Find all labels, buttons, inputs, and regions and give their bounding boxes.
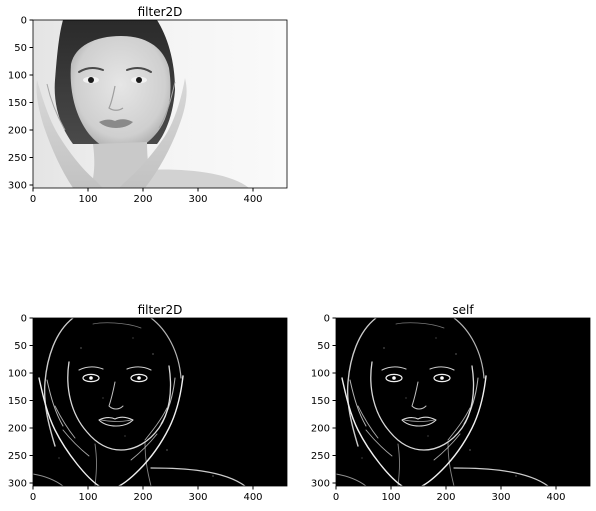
panel-original: filter2D xyxy=(8,5,288,205)
y-tick-label: 200 xyxy=(8,424,27,435)
x-tick-label: 0 xyxy=(30,194,36,205)
x-tick-label: 200 xyxy=(436,492,455,503)
y-tick-label: 250 xyxy=(311,451,330,462)
y-tick-label: 50 xyxy=(14,43,27,54)
panel-title: filter2D xyxy=(138,5,183,19)
y-tick-label: 200 xyxy=(8,126,27,137)
x-tick-label: 300 xyxy=(491,492,510,503)
x-axis: 0 100 200 300 400 xyxy=(30,188,263,205)
y-tick-label: 100 xyxy=(8,369,27,380)
x-tick-label: 100 xyxy=(78,492,97,503)
y-tick-label: 0 xyxy=(21,314,27,325)
panel-title: filter2D xyxy=(138,303,183,317)
y-tick-label: 0 xyxy=(21,16,27,27)
axes-frame xyxy=(335,317,591,487)
y-axis: 0 50 100 150 200 250 300 xyxy=(8,314,33,490)
edge-image xyxy=(32,317,288,487)
x-tick-label: 100 xyxy=(78,194,97,205)
x-tick-label: 300 xyxy=(188,492,207,503)
axes-frame xyxy=(32,19,288,189)
y-tick-label: 300 xyxy=(8,181,27,192)
axes-frame xyxy=(32,317,288,487)
y-axis: 0 50 100 150 200 250 300 xyxy=(311,314,336,490)
y-tick-label: 150 xyxy=(311,396,330,407)
y-tick-label: 300 xyxy=(311,479,330,490)
x-tick-label: 400 xyxy=(546,492,565,503)
photo-image xyxy=(33,20,287,188)
x-tick-label: 0 xyxy=(30,492,36,503)
y-tick-label: 250 xyxy=(8,153,27,164)
y-tick-label: 300 xyxy=(8,479,27,490)
y-tick-label: 100 xyxy=(8,71,27,82)
x-axis: 0 100 200 300 400 xyxy=(333,486,566,503)
panel-title: self xyxy=(452,303,474,317)
x-tick-label: 0 xyxy=(333,492,339,503)
y-tick-label: 50 xyxy=(14,341,27,352)
x-tick-label: 400 xyxy=(243,194,262,205)
panel-self-edges: self 0 50 100 150 200 250 300 0 100 200 … xyxy=(311,303,591,503)
x-tick-label: 200 xyxy=(133,492,152,503)
y-tick-label: 0 xyxy=(324,314,330,325)
x-tick-label: 400 xyxy=(243,492,262,503)
x-tick-label: 200 xyxy=(133,194,152,205)
y-tick-label: 200 xyxy=(311,424,330,435)
x-axis: 0 100 200 300 400 xyxy=(30,486,263,503)
y-tick-label: 150 xyxy=(8,98,27,109)
x-tick-label: 300 xyxy=(188,194,207,205)
y-tick-label: 150 xyxy=(8,396,27,407)
y-tick-label: 100 xyxy=(311,369,330,380)
panel-filter2d-edges: filter2D 0 50 100 150 200 250 300 0 100 … xyxy=(8,303,288,503)
edge-image xyxy=(335,317,591,487)
y-tick-label: 50 xyxy=(317,341,330,352)
x-tick-label: 100 xyxy=(381,492,400,503)
y-tick-label: 250 xyxy=(8,451,27,462)
y-axis: 0 50 100 150 200 250 300 xyxy=(8,16,33,192)
